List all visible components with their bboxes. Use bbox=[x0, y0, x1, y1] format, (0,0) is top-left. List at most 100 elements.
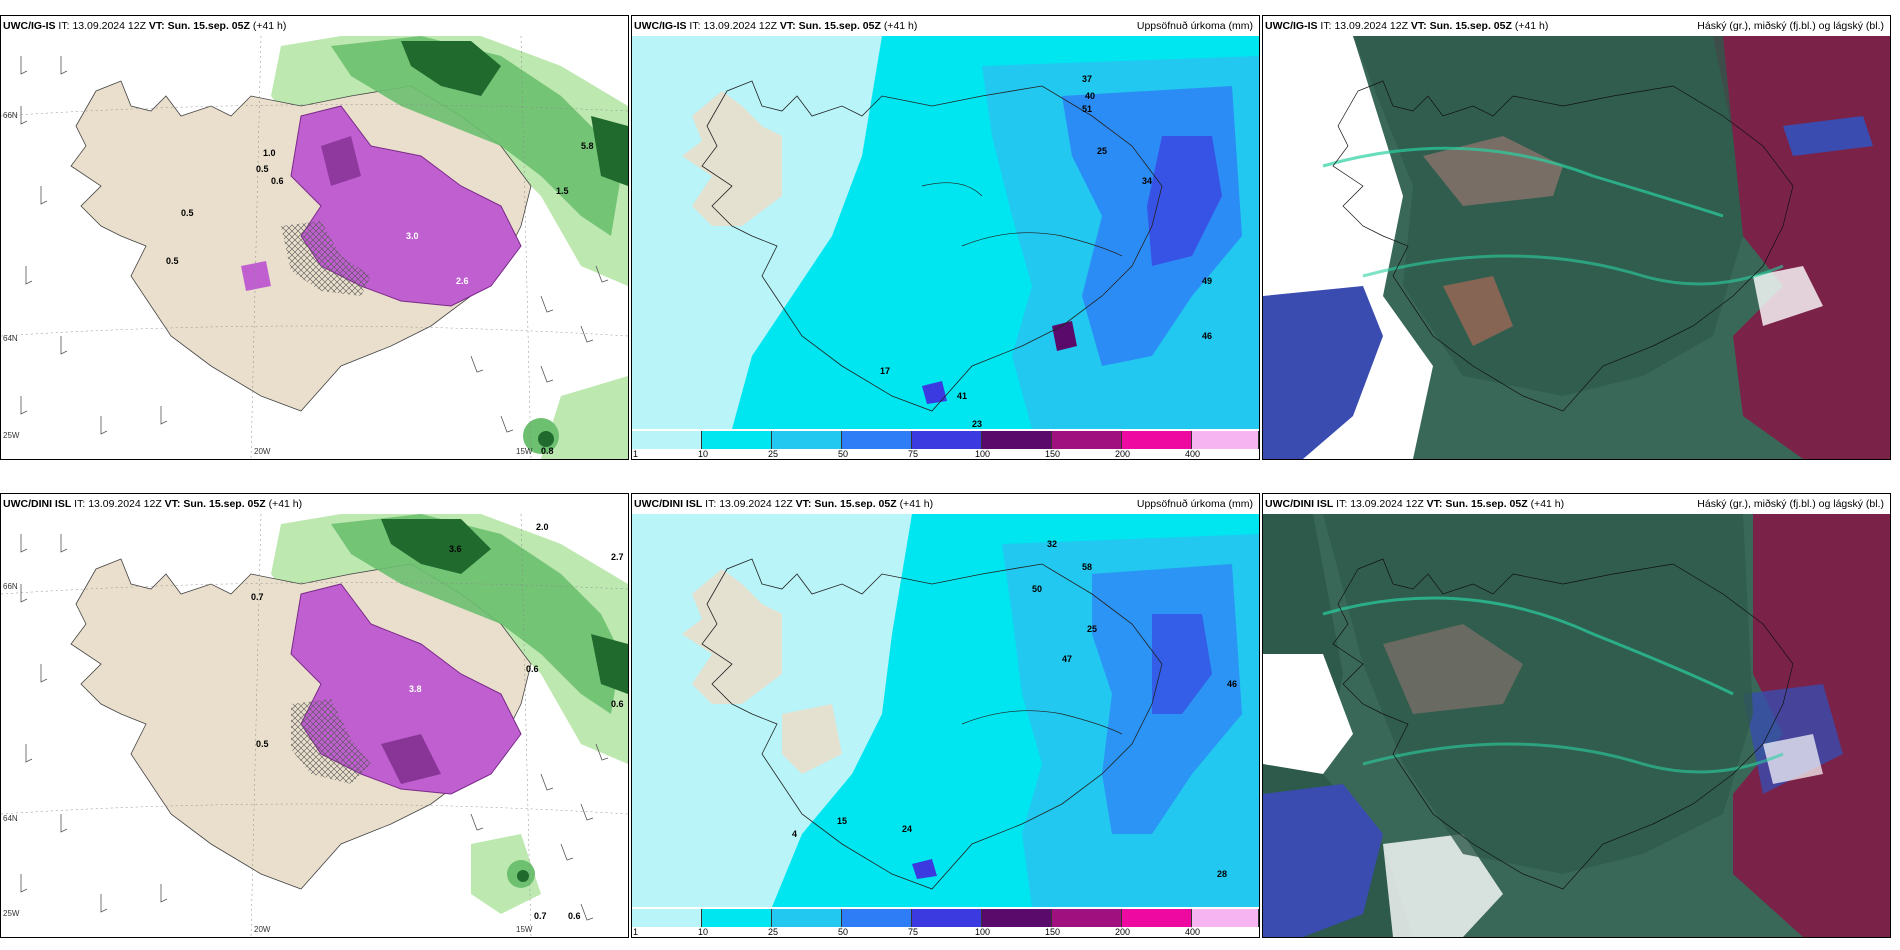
lon-label-25w: 25W bbox=[3, 431, 20, 440]
wind-number-3: 0.6 bbox=[271, 176, 284, 186]
wind-number-7: 0.6 bbox=[611, 699, 624, 709]
it-label: IT: bbox=[689, 20, 701, 32]
lat-label-64n: 64N bbox=[3, 334, 18, 343]
it-value: 13.09.2024 12Z bbox=[719, 498, 793, 510]
scale-cell-6 bbox=[982, 909, 1052, 927]
cloud-title: Háský (gr.), miðský (fj.bl.) og lágský (… bbox=[1697, 498, 1884, 510]
precip-number-3: 51 bbox=[1082, 104, 1093, 114]
scale-cell-3 bbox=[772, 909, 842, 927]
lead-time: (+41 h) bbox=[899, 498, 934, 510]
scale-cell-6 bbox=[982, 431, 1052, 449]
precip-number-7: 46 bbox=[1202, 331, 1213, 341]
vt-value: Sun. 15.sep. 05Z bbox=[183, 498, 266, 510]
wind-number-5: 0.5 bbox=[166, 256, 179, 266]
scale-cell-9 bbox=[1192, 431, 1259, 449]
model-name: UWC/IG-IS bbox=[1265, 20, 1318, 32]
scale-tick-400: 400 bbox=[1185, 927, 1201, 937]
precip-color-scale: 1 10 25 50 75 100 150 200 400 bbox=[632, 429, 1259, 459]
model-name: UWC/IG-IS bbox=[3, 20, 56, 32]
scale-tick-200: 200 bbox=[1115, 927, 1131, 937]
vt-value: Sun. 15.sep. 05Z bbox=[1429, 20, 1512, 32]
scale-cell-4 bbox=[842, 909, 912, 927]
green-dark-area bbox=[401, 41, 501, 96]
precip-number-1: 37 bbox=[1082, 74, 1093, 84]
vt-label: VT: bbox=[1410, 20, 1427, 32]
model-name: UWC/DINI ISL bbox=[3, 498, 72, 510]
vt-label: VT: bbox=[148, 20, 165, 32]
wind-map: 0.7 0.5 2.0 3.6 3.8 0.6 0.6 0.7 0.6 2.7 … bbox=[1, 514, 628, 937]
scale-tick-1: 1 bbox=[633, 927, 639, 937]
precip-panel-bottom: UWC/DINI ISL IT: 13.09.2024 12Z VT: Sun.… bbox=[631, 493, 1260, 938]
wind-number-8: 1.5 bbox=[556, 186, 569, 196]
it-value: 13.09.2024 12Z bbox=[1334, 20, 1408, 32]
precip-number-7: 28 bbox=[1217, 869, 1228, 879]
it-label: IT: bbox=[705, 498, 717, 510]
it-label: IT: bbox=[58, 20, 70, 32]
cloud-map bbox=[1263, 36, 1890, 459]
cloud-title: Háský (gr.), miðský (fj.bl.) og lágský (… bbox=[1697, 20, 1884, 32]
cloud-panel-top: UWC/IG-IS IT: 13.09.2024 12Z VT: Sun. 15… bbox=[1262, 15, 1891, 460]
model-name: UWC/DINI ISL bbox=[1265, 498, 1334, 510]
precip-number-5: 34 bbox=[1142, 176, 1153, 186]
precip-title: Uppsöfnuð úrkoma (mm) bbox=[1136, 498, 1253, 510]
panel-header: UWC/IG-IS IT: 13.09.2024 12Z VT: Sun. 15… bbox=[1, 16, 628, 36]
scale-tick-150: 150 bbox=[1045, 449, 1061, 459]
scale-tick-200: 200 bbox=[1115, 449, 1131, 459]
low-cloud-west bbox=[1263, 286, 1383, 459]
wind-number-4: 0.5 bbox=[181, 208, 194, 218]
panel-header: UWC/DINI ISL IT: 13.09.2024 12Z VT: Sun.… bbox=[1263, 494, 1890, 514]
lon-label-25w: 25W bbox=[3, 909, 20, 918]
precip-number-4: 25 bbox=[1087, 624, 1098, 634]
scale-cell-3 bbox=[772, 431, 842, 449]
lon-label-20w: 20W bbox=[254, 447, 271, 456]
it-value: 13.09.2024 12Z bbox=[703, 20, 777, 32]
precip-number-6: 46 bbox=[1227, 679, 1238, 689]
lead-time: (+41 h) bbox=[883, 20, 918, 32]
lead-time: (+41 h) bbox=[268, 498, 303, 510]
it-label: IT: bbox=[1320, 20, 1332, 32]
it-value: 13.09.2024 12Z bbox=[72, 20, 146, 32]
wind-panel-top: UWC/IG-IS IT: 13.09.2024 12Z VT: Sun. 15… bbox=[0, 15, 629, 460]
scale-tick-1: 1 bbox=[633, 449, 639, 459]
lon-label-15w: 15W bbox=[516, 447, 533, 456]
precip-number-5: 47 bbox=[1062, 654, 1073, 664]
wind-number-3: 2.0 bbox=[536, 522, 549, 532]
scale-cell-5 bbox=[912, 909, 982, 927]
vt-value: Sun. 15.sep. 05Z bbox=[798, 20, 881, 32]
wind-number-2: 0.5 bbox=[256, 164, 269, 174]
lead-time: (+41 h) bbox=[252, 20, 287, 32]
scale-tick-100: 100 bbox=[975, 927, 991, 937]
scale-cell-8 bbox=[1122, 909, 1192, 927]
scale-cell-1 bbox=[632, 909, 702, 927]
vt-label: VT: bbox=[1426, 498, 1443, 510]
wind-number-7: 3.0 bbox=[406, 231, 419, 241]
precip-title: Uppsöfnuð úrkoma (mm) bbox=[1136, 20, 1253, 32]
scale-tick-75: 75 bbox=[908, 449, 919, 459]
it-label: IT: bbox=[1336, 498, 1348, 510]
vt-label: VT: bbox=[779, 20, 796, 32]
wind-number-2: 0.5 bbox=[256, 739, 269, 749]
cloud-map bbox=[1263, 514, 1890, 937]
precip-number-10: 41 bbox=[957, 391, 968, 401]
wind-number-10: 2.7 bbox=[611, 552, 624, 562]
scale-cell-8 bbox=[1122, 431, 1192, 449]
scale-cell-2 bbox=[702, 909, 772, 927]
precip-number-8: 24 bbox=[902, 824, 913, 834]
precip-number-9: 23 bbox=[972, 419, 983, 429]
lead-time: (+41 h) bbox=[1514, 20, 1549, 32]
wind-barbs bbox=[20, 534, 609, 921]
scale-cell-7 bbox=[1052, 909, 1122, 927]
precip-map: 32 58 50 25 47 46 28 24 15 4 1 10 25 50 … bbox=[632, 514, 1259, 937]
cloud-panel-bottom: UWC/DINI ISL IT: 13.09.2024 12Z VT: Sun.… bbox=[1262, 493, 1891, 938]
wind-number-5: 3.8 bbox=[409, 684, 422, 694]
it-value: 13.09.2024 12Z bbox=[1350, 498, 1424, 510]
lead-time: (+41 h) bbox=[1530, 498, 1565, 510]
vt-value: Sun. 15.sep. 05Z bbox=[167, 20, 250, 32]
wind-number-6: 2.6 bbox=[456, 276, 469, 286]
scale-tick-75: 75 bbox=[908, 927, 919, 937]
lat-label-66n: 66N bbox=[3, 582, 18, 591]
precip-number-8: 17 bbox=[880, 366, 891, 376]
wind-number-9: 0.6 bbox=[568, 911, 581, 921]
precip-number-9: 15 bbox=[837, 816, 848, 826]
scale-cell-7 bbox=[1052, 431, 1122, 449]
